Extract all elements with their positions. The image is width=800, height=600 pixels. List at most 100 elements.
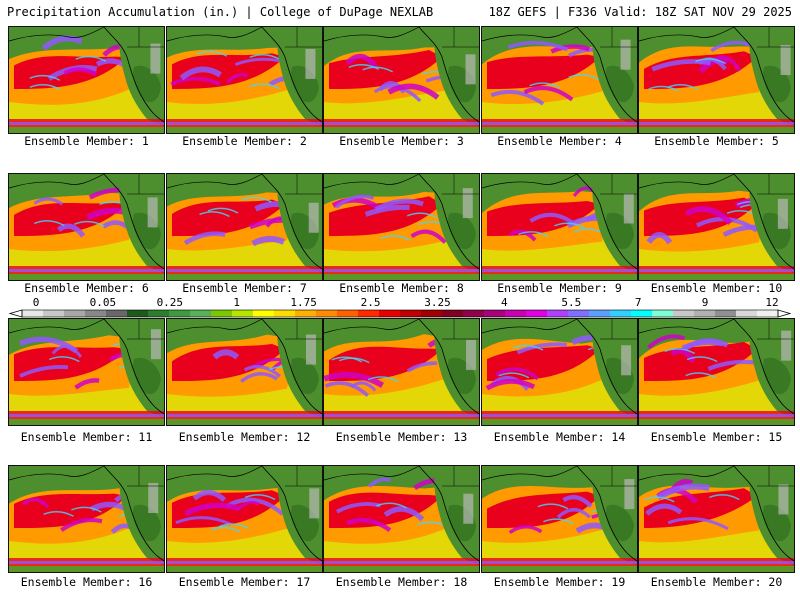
legend-swatch: [484, 310, 506, 317]
legend-swatch: [22, 310, 44, 317]
ensemble-member-label: Ensemble Member: 18: [335, 575, 468, 589]
legend-tick-label: 7: [635, 296, 642, 309]
precip-map: [9, 466, 164, 572]
legend-swatch: [253, 310, 275, 317]
legend-swatch: [631, 310, 653, 317]
ensemble-map-panel: [481, 465, 638, 573]
legend-swatch: [526, 310, 548, 317]
ensemble-member-label: Ensemble Member: 16: [20, 575, 153, 589]
ensemble-map-panel: [323, 465, 480, 573]
ensemble-map-panel: [8, 465, 165, 573]
ensemble-map-panel: [166, 173, 323, 281]
legend-swatch: [757, 310, 779, 317]
legend-colorbar: 0 0.05 0.25 1 1.75 2.5 3.25 4 5.5 7 9 12: [8, 296, 792, 318]
legend-swatch: [442, 310, 464, 317]
legend-swatch: [694, 310, 716, 317]
legend-tick-label: 1: [233, 296, 240, 309]
ensemble-member-label: Ensemble Member: 17: [178, 575, 311, 589]
precip-color-legend: 0 0.05 0.25 1 1.75 2.5 3.25 4 5.5 7 9 12: [6, 296, 794, 322]
legend-tick-label: 4: [501, 296, 508, 309]
precip-map: [482, 319, 637, 425]
legend-swatch: [127, 310, 149, 317]
ensemble-map-panel: [8, 318, 165, 426]
legend-swatch: [85, 310, 107, 317]
precip-map: [482, 27, 637, 133]
ensemble-map-panel: [166, 26, 323, 134]
precip-map: [482, 466, 637, 572]
precip-map: [9, 174, 164, 280]
precip-map: [324, 466, 479, 572]
ensemble-member-label: Ensemble Member: 15: [650, 430, 783, 444]
ensemble-map-panel: [481, 318, 638, 426]
legend-swatch: [610, 310, 632, 317]
legend-swatch: [568, 310, 590, 317]
precip-map: [167, 27, 322, 133]
legend-swatch: [505, 310, 527, 317]
legend-swatch: [337, 310, 359, 317]
ensemble-member-label: Ensemble Member: 8: [339, 281, 464, 295]
legend-tick-label: 0.05: [90, 296, 117, 309]
precip-map: [324, 319, 479, 425]
ensemble-member-label: Ensemble Member: 6: [24, 281, 149, 295]
legend-swatch: [43, 310, 65, 317]
precip-map: [167, 174, 322, 280]
ensemble-map-panel: [638, 465, 795, 573]
legend-tick-label: 9: [702, 296, 709, 309]
legend-swatch: [736, 310, 758, 317]
legend-swatch: [463, 310, 485, 317]
legend-tick-label: 0: [33, 296, 40, 309]
legend-swatch: [211, 310, 233, 317]
legend-swatch: [421, 310, 443, 317]
ensemble-member-label: Ensemble Member: 19: [493, 575, 626, 589]
precip-map: [639, 27, 794, 133]
ensemble-member-label: Ensemble Member: 12: [178, 430, 311, 444]
legend-tick-label: 2.5: [361, 296, 381, 309]
legend-swatch: [589, 310, 611, 317]
precip-map: [324, 27, 479, 133]
precip-map: [639, 319, 794, 425]
legend-swatch: [400, 310, 422, 317]
legend-tick-label: 12: [765, 296, 778, 309]
legend-swatch: [652, 310, 674, 317]
ensemble-member-label: Ensemble Member: 2: [182, 134, 307, 148]
ensemble-member-label: Ensemble Member: 9: [497, 281, 622, 295]
legend-swatch: [232, 310, 254, 317]
precip-map: [482, 174, 637, 280]
precip-map: [167, 319, 322, 425]
ensemble-map-panel: [638, 318, 795, 426]
legend-min-arrow: [8, 309, 23, 318]
ensemble-map-panel: [638, 173, 795, 281]
ensemble-member-label: Ensemble Member: 14: [493, 430, 626, 444]
legend-swatch: [274, 310, 296, 317]
ensemble-map-panel: [481, 173, 638, 281]
legend-swatch: [673, 310, 695, 317]
ensemble-map-panel: [166, 465, 323, 573]
ensemble-map-panel: [323, 318, 480, 426]
legend-swatch: [148, 310, 170, 317]
map-title: Precipitation Accumulation (in.) | Colle…: [7, 5, 434, 19]
ensemble-member-label: Ensemble Member: 10: [650, 281, 783, 295]
precip-map: [639, 174, 794, 280]
ensemble-map-panel: [481, 26, 638, 134]
ensemble-member-label: Ensemble Member: 13: [335, 430, 468, 444]
legend-swatch: [106, 310, 128, 317]
legend-swatch: [547, 310, 569, 317]
legend-swatch: [190, 310, 212, 317]
ensemble-member-label: Ensemble Member: 20: [650, 575, 783, 589]
legend-swatch: [64, 310, 86, 317]
precip-map: [167, 466, 322, 572]
legend-swatch: [295, 310, 317, 317]
precip-map: [639, 466, 794, 572]
ensemble-map-panel: [8, 173, 165, 281]
legend-swatch: [379, 310, 401, 317]
ensemble-member-label: Ensemble Member: 5: [654, 134, 779, 148]
legend-tick-label: 0.25: [157, 296, 184, 309]
ensemble-member-label: Ensemble Member: 7: [182, 281, 307, 295]
precip-map: [9, 27, 164, 133]
ensemble-member-label: Ensemble Member: 1: [24, 134, 149, 148]
legend-swatch: [316, 310, 338, 317]
ensemble-map-panel: [166, 318, 323, 426]
legend-tick-label: 5.5: [561, 296, 581, 309]
ensemble-member-label: Ensemble Member: 4: [497, 134, 622, 148]
ensemble-member-label: Ensemble Member: 3: [339, 134, 464, 148]
